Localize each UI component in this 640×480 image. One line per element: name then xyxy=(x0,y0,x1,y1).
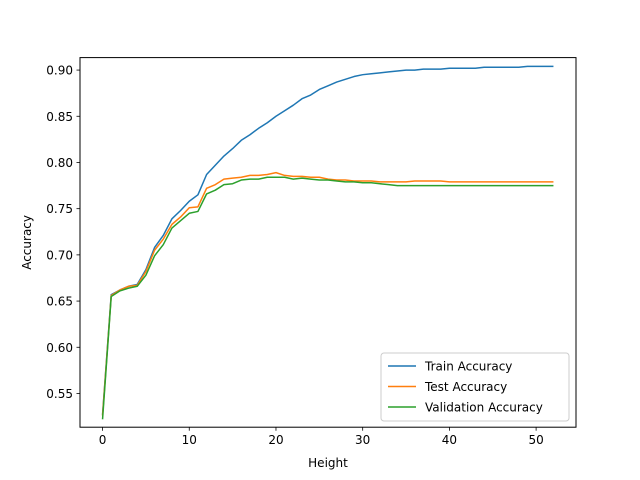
x-tick-label: 10 xyxy=(182,433,197,447)
x-tick-label: 50 xyxy=(528,433,543,447)
y-tick-label: 0.65 xyxy=(46,295,73,309)
y-tick-label: 0.80 xyxy=(46,156,73,170)
legend-label-2: Test Accuracy xyxy=(424,380,507,394)
legend: Train Accuracy Test Accuracy Validation Ac… xyxy=(380,352,570,422)
y-axis-title: Accuracy xyxy=(20,215,34,270)
y-axis-ticks: 0.55 0.60 0.65 0.70 0.75 0.80 0.85 0.90 xyxy=(46,64,80,401)
x-tick-label: 40 xyxy=(442,433,457,447)
y-tick-label: 0.70 xyxy=(46,248,73,262)
series-line-2 xyxy=(101,171,554,416)
y-tick-label: 0.55 xyxy=(46,387,73,401)
series-line-1 xyxy=(101,65,554,415)
legend-label-3: Validation Accuracy xyxy=(425,401,543,415)
y-tick-label: 0.75 xyxy=(46,202,73,216)
legend-box xyxy=(380,352,570,422)
y-tick-label: 0.85 xyxy=(46,110,73,124)
y-tick-label: 0.60 xyxy=(46,341,73,355)
x-tick-label: 20 xyxy=(268,433,283,447)
plot-frame xyxy=(79,57,577,428)
x-axis-ticks: 0 10 20 30 40 50 xyxy=(99,427,544,447)
x-tick-label: 30 xyxy=(355,433,370,447)
x-axis-title: Height xyxy=(308,456,348,470)
legend-label-1: Train Accuracy xyxy=(424,360,512,374)
series-line-3 xyxy=(101,176,554,420)
y-tick-label: 0.90 xyxy=(46,64,73,78)
x-tick-label: 0 xyxy=(99,433,107,447)
plot-series xyxy=(101,65,554,420)
